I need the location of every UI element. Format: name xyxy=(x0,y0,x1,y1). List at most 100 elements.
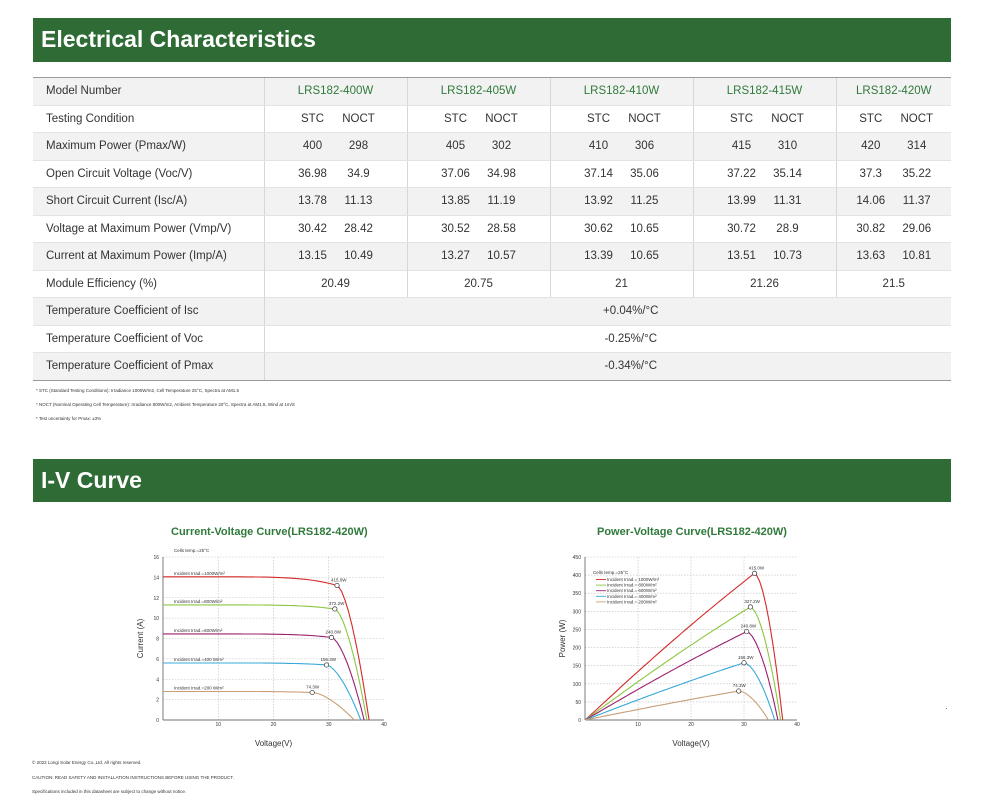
series-label: Incident Irrad.=600W/m² xyxy=(174,628,223,633)
stc-value: 13.15 xyxy=(298,250,327,263)
y-tick-label: 4 xyxy=(156,677,159,683)
model-header: LRS182-405W xyxy=(406,77,550,106)
stc-value: 13.78 xyxy=(298,195,327,208)
noct-value: NOCT xyxy=(771,112,804,125)
stc-value: 30.52 xyxy=(441,222,470,235)
table-row: Short Circuit Current (Isc/A) 13.78 11.13 1… xyxy=(33,187,951,216)
noct-value: 10.73 xyxy=(773,250,802,263)
footnote: * Test uncertainty for Pmax: ±3% xyxy=(36,416,102,421)
mpp-label: 240.8W xyxy=(741,624,757,629)
y-tick-label: 0 xyxy=(156,718,159,724)
stc-value: 13.85 xyxy=(441,195,470,208)
footnote: * NOCT (Nominal Operating Cell Temperatu… xyxy=(36,402,295,407)
mpp-marker xyxy=(741,660,747,666)
y-tick-label: 450 xyxy=(573,555,582,561)
value-pair-cell: 37.06 34.98 xyxy=(406,160,550,188)
noct-value: 10.49 xyxy=(344,250,373,263)
noct-value: 35.06 xyxy=(630,167,659,180)
row-label: Temperature Coefficient of Pmax xyxy=(33,352,264,381)
stc-value: 13.92 xyxy=(584,195,613,208)
y-tick-label: 12 xyxy=(153,596,159,602)
noct-value: NOCT xyxy=(900,112,934,125)
noct-value: 11.13 xyxy=(344,195,373,208)
noct-value: 34.9 xyxy=(347,167,370,180)
efficiency-value: 21.26 xyxy=(692,270,836,298)
noct-value: 310 xyxy=(777,140,798,153)
value-pair-cell: 14.06 11.37 xyxy=(835,187,951,216)
footer-line: Specifications included in this datashee… xyxy=(32,789,187,794)
table-row: Temperature Coefficient of Isc +0.04%/°C xyxy=(33,297,951,326)
stc-value: 37.3 xyxy=(859,167,882,180)
legend-entry: Incident Irrad.= 200W/m² xyxy=(607,599,657,604)
mpp-label: 156.3W xyxy=(321,657,337,662)
row-label: Open Circuit Voltage (Voc/V) xyxy=(33,160,264,188)
row-label: Current at Maximum Power (Imp/A) xyxy=(33,242,264,271)
noct-value: 11.31 xyxy=(773,195,802,208)
y-tick-label: 200 xyxy=(573,646,582,652)
series-line xyxy=(584,606,782,721)
mpp-label: 156.3W xyxy=(738,655,754,660)
stc-value: STC xyxy=(859,112,883,125)
value-pair-cell: 13.78 11.13 xyxy=(263,187,407,216)
value-pair-cell: 420 314 xyxy=(835,132,951,161)
stc-value: STC xyxy=(587,112,610,125)
value-pair-cell: 13.63 10.81 xyxy=(835,242,951,271)
mpp-marker xyxy=(747,604,753,610)
table-row: Open Circuit Voltage (Voc/V) 36.98 34.9 37.… xyxy=(33,160,951,188)
x-tick-label: 10 xyxy=(635,722,641,728)
value-pair-cell: 13.15 10.49 xyxy=(263,242,407,271)
pv-chart-title: Power-Voltage Curve(LRS182-420W) xyxy=(597,526,787,538)
value-pair-cell: 13.85 11.19 xyxy=(406,187,550,216)
efficiency-value: 21.5 xyxy=(835,270,951,298)
value-pair-cell: 30.72 28.9 xyxy=(692,215,836,243)
mpp-marker xyxy=(323,662,330,668)
mpp-marker xyxy=(334,582,340,589)
value-pair-cell: STC NOCT xyxy=(692,105,836,133)
y-tick-label: 0 xyxy=(578,718,581,724)
noct-value: 10.65 xyxy=(630,250,659,263)
noct-value: 11.37 xyxy=(902,195,931,208)
value-pair-cell: 410 306 xyxy=(549,132,693,161)
noct-value: 11.25 xyxy=(630,195,659,208)
noct-value: NOCT xyxy=(628,112,661,125)
iv-curve-banner: I-V Curve xyxy=(33,459,951,502)
x-tick-label: 40 xyxy=(381,722,387,728)
stc-value: STC xyxy=(301,112,324,125)
model-header: LRS182-410W xyxy=(549,77,693,106)
stc-value: 30.82 xyxy=(856,222,886,235)
section-title: I-V Curve xyxy=(41,467,142,493)
table-row: Module Efficiency (%) 20.49 20.75 21 21.26 21… xyxy=(33,270,951,298)
series-line xyxy=(584,631,779,721)
value-pair-cell: 415 310 xyxy=(692,132,836,161)
y-tick-label: 300 xyxy=(573,609,582,615)
value-pair-cell: 13.39 10.65 xyxy=(549,242,693,271)
y-tick-label: 100 xyxy=(573,682,582,688)
noct-value: 302 xyxy=(491,140,512,153)
stc-value: 30.42 xyxy=(298,222,327,235)
coefficient-value: -0.25%/°C xyxy=(263,325,951,353)
electrical-characteristics-banner: Electrical Characteristics xyxy=(33,18,951,62)
x-axis-label: Voltage(V) xyxy=(672,739,710,748)
temperature-annotation: Cells temp.=25°C xyxy=(174,548,210,553)
value-pair-cell: 30.62 10.65 xyxy=(549,215,693,243)
model-header: LRS182-415W xyxy=(692,77,836,106)
y-tick-label: 400 xyxy=(573,573,582,579)
coefficient-value: +0.04%/°C xyxy=(263,297,951,326)
stray-mark: · xyxy=(945,704,948,713)
x-tick-label: 30 xyxy=(326,722,332,728)
y-tick-label: 2 xyxy=(156,698,159,704)
table-row: Voltage at Maximum Power (Vmp/V) 30.42 28.… xyxy=(33,215,951,243)
value-pair-cell: 13.27 10.57 xyxy=(406,242,550,271)
stc-value: 14.06 xyxy=(856,195,886,208)
x-axis-label: Voltage(V) xyxy=(255,739,293,748)
row-label: Maximum Power (Pmax/W) xyxy=(33,132,264,161)
row-label: Short Circuit Current (Isc/A) xyxy=(33,187,264,216)
table-row: Testing Condition STC NOCT STC NOCT STC NOCT ST… xyxy=(33,105,951,133)
series-label: Incident Irrad.=800W/m² xyxy=(174,599,223,604)
mpp-label: 240.8W xyxy=(326,629,342,634)
noct-value: 35.14 xyxy=(773,167,802,180)
stc-value: 415 xyxy=(731,140,752,153)
stc-value: 405 xyxy=(445,140,466,153)
x-tick-label: 20 xyxy=(688,722,694,728)
